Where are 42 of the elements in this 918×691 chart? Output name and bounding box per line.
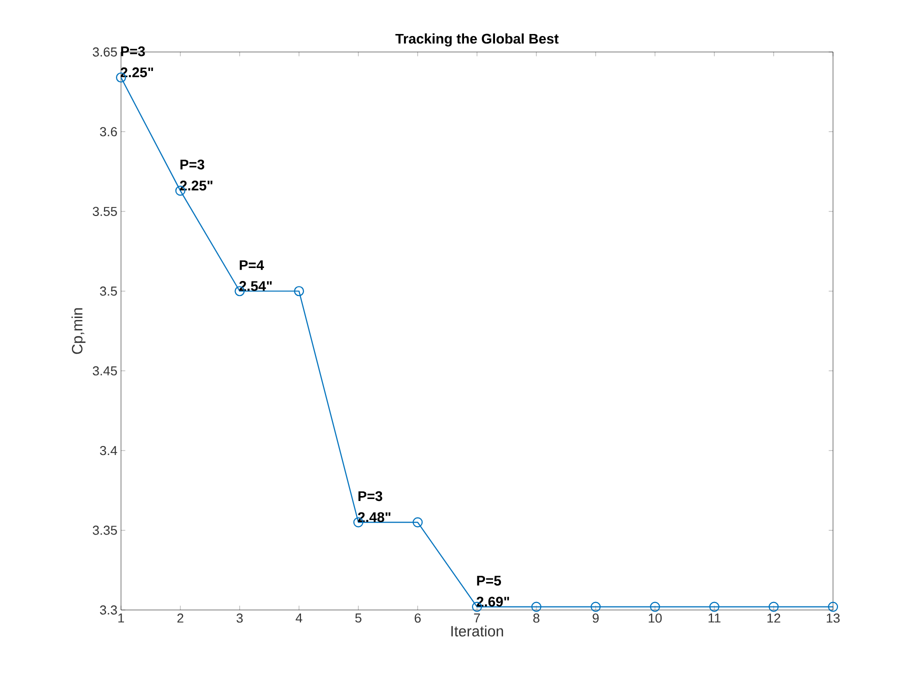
y-tick-label: 3.3	[100, 605, 117, 615]
point	[412, 517, 423, 528]
x-tick-label: 11	[708, 614, 720, 622]
x-tick-label: 6	[414, 614, 421, 623]
x-tick-label: 1	[118, 614, 124, 622]
annotation: P=4	[240, 260, 264, 270]
annotation: P=3	[358, 491, 382, 502]
point	[590, 602, 601, 612]
y-tick-label: 3.4	[100, 446, 118, 456]
y-tick-label: 3.55	[92, 206, 117, 216]
point	[294, 286, 304, 296]
y-tick-label: 3.6	[100, 127, 117, 136]
annotation: 2.48"	[358, 512, 390, 522]
chart-title: Tracking the Global Best	[395, 33, 559, 46]
x-tick-label: 4	[296, 614, 302, 622]
point	[531, 602, 542, 612]
point	[828, 602, 838, 612]
annotation: P=3	[180, 160, 204, 170]
annotation: P=5	[477, 576, 502, 586]
x-tick-label: 2	[177, 614, 184, 623]
point	[709, 602, 720, 612]
y-tick-label: 3.65	[92, 47, 117, 57]
x-tick-label: 10	[648, 614, 662, 623]
y-tick-label: 3.45	[92, 366, 117, 376]
point	[768, 602, 779, 612]
x-axis-title: Iteration	[451, 626, 504, 636]
x-tick-label: 12	[767, 614, 780, 623]
x-tick-label: 9	[592, 614, 599, 623]
x-tick-label: 3	[236, 614, 243, 623]
y-tick-label: 3.5	[100, 286, 117, 296]
annotation: 2.69"	[476, 596, 510, 607]
x-tick-label: 13	[826, 614, 840, 623]
point	[650, 602, 660, 612]
x-tick-label: 7	[474, 614, 480, 622]
x-tick-label: 5	[355, 614, 362, 623]
annotation: P=3	[121, 46, 145, 56]
y-axis-title: Cp,min	[72, 308, 86, 354]
annotation: 2.54"	[239, 281, 272, 291]
y-tick-label: 3.35	[92, 526, 117, 535]
annotation: 2.25"	[120, 67, 154, 78]
x-tick-label: 8	[533, 614, 540, 623]
annotation: 2.25"	[180, 180, 212, 190]
